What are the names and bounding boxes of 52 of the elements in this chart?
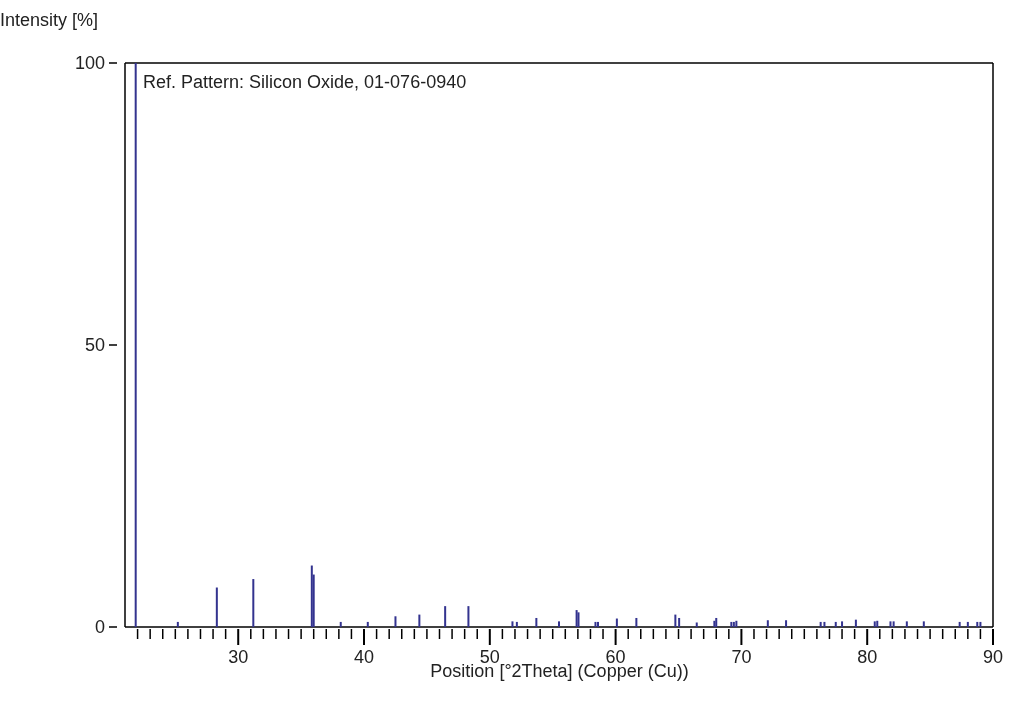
bar: [958, 621, 961, 627]
bar: [819, 621, 822, 627]
bar: [889, 621, 892, 627]
bar: [597, 621, 599, 627]
bar: [766, 620, 769, 627]
bar: [535, 617, 538, 627]
bar: [823, 621, 826, 627]
bar: [444, 606, 447, 627]
bar: [674, 614, 677, 627]
bar: [310, 565, 313, 627]
x-tick-label: 40: [354, 647, 375, 667]
bar: [713, 620, 716, 627]
bar: [922, 621, 925, 627]
bar: [876, 620, 879, 627]
y-tick-label: 100: [74, 53, 105, 73]
bar: [892, 621, 895, 627]
bar: [635, 617, 638, 627]
bar: [339, 621, 342, 627]
x-tick-label: 30: [228, 647, 249, 667]
x-tick-label: 80: [857, 647, 878, 667]
x-tick-label: 70: [731, 647, 752, 667]
bar: [873, 621, 876, 627]
bar: [979, 621, 982, 627]
y-tick-label: 50: [84, 335, 105, 355]
x-tick-label: 90: [982, 647, 1004, 667]
bar: [594, 621, 597, 627]
bar: [515, 621, 518, 627]
bar: [976, 621, 979, 627]
bar: [252, 579, 255, 627]
bar: [176, 621, 179, 627]
bar: [735, 620, 738, 627]
bar: [615, 618, 618, 627]
bar: [905, 621, 908, 627]
bar: [854, 619, 857, 627]
bar: [695, 622, 698, 627]
bar: [558, 621, 560, 627]
bar: [785, 620, 788, 627]
bar: [715, 617, 718, 627]
bar: [678, 617, 681, 627]
bar: [841, 621, 844, 627]
bar: [966, 621, 969, 627]
bar: [418, 614, 421, 627]
y-tick-label: 0: [94, 617, 105, 637]
bar: [394, 616, 397, 627]
x-tick-label: 60: [605, 647, 626, 667]
bar: [834, 621, 837, 627]
y-axis-title: Intensity [%]: [0, 10, 99, 31]
bar: [134, 63, 137, 627]
bar: [467, 606, 470, 627]
bar: [366, 621, 369, 627]
bar: [215, 587, 218, 627]
annotation: Ref. Pattern: Silicon Oxide, 01-076-0940: [143, 72, 467, 93]
